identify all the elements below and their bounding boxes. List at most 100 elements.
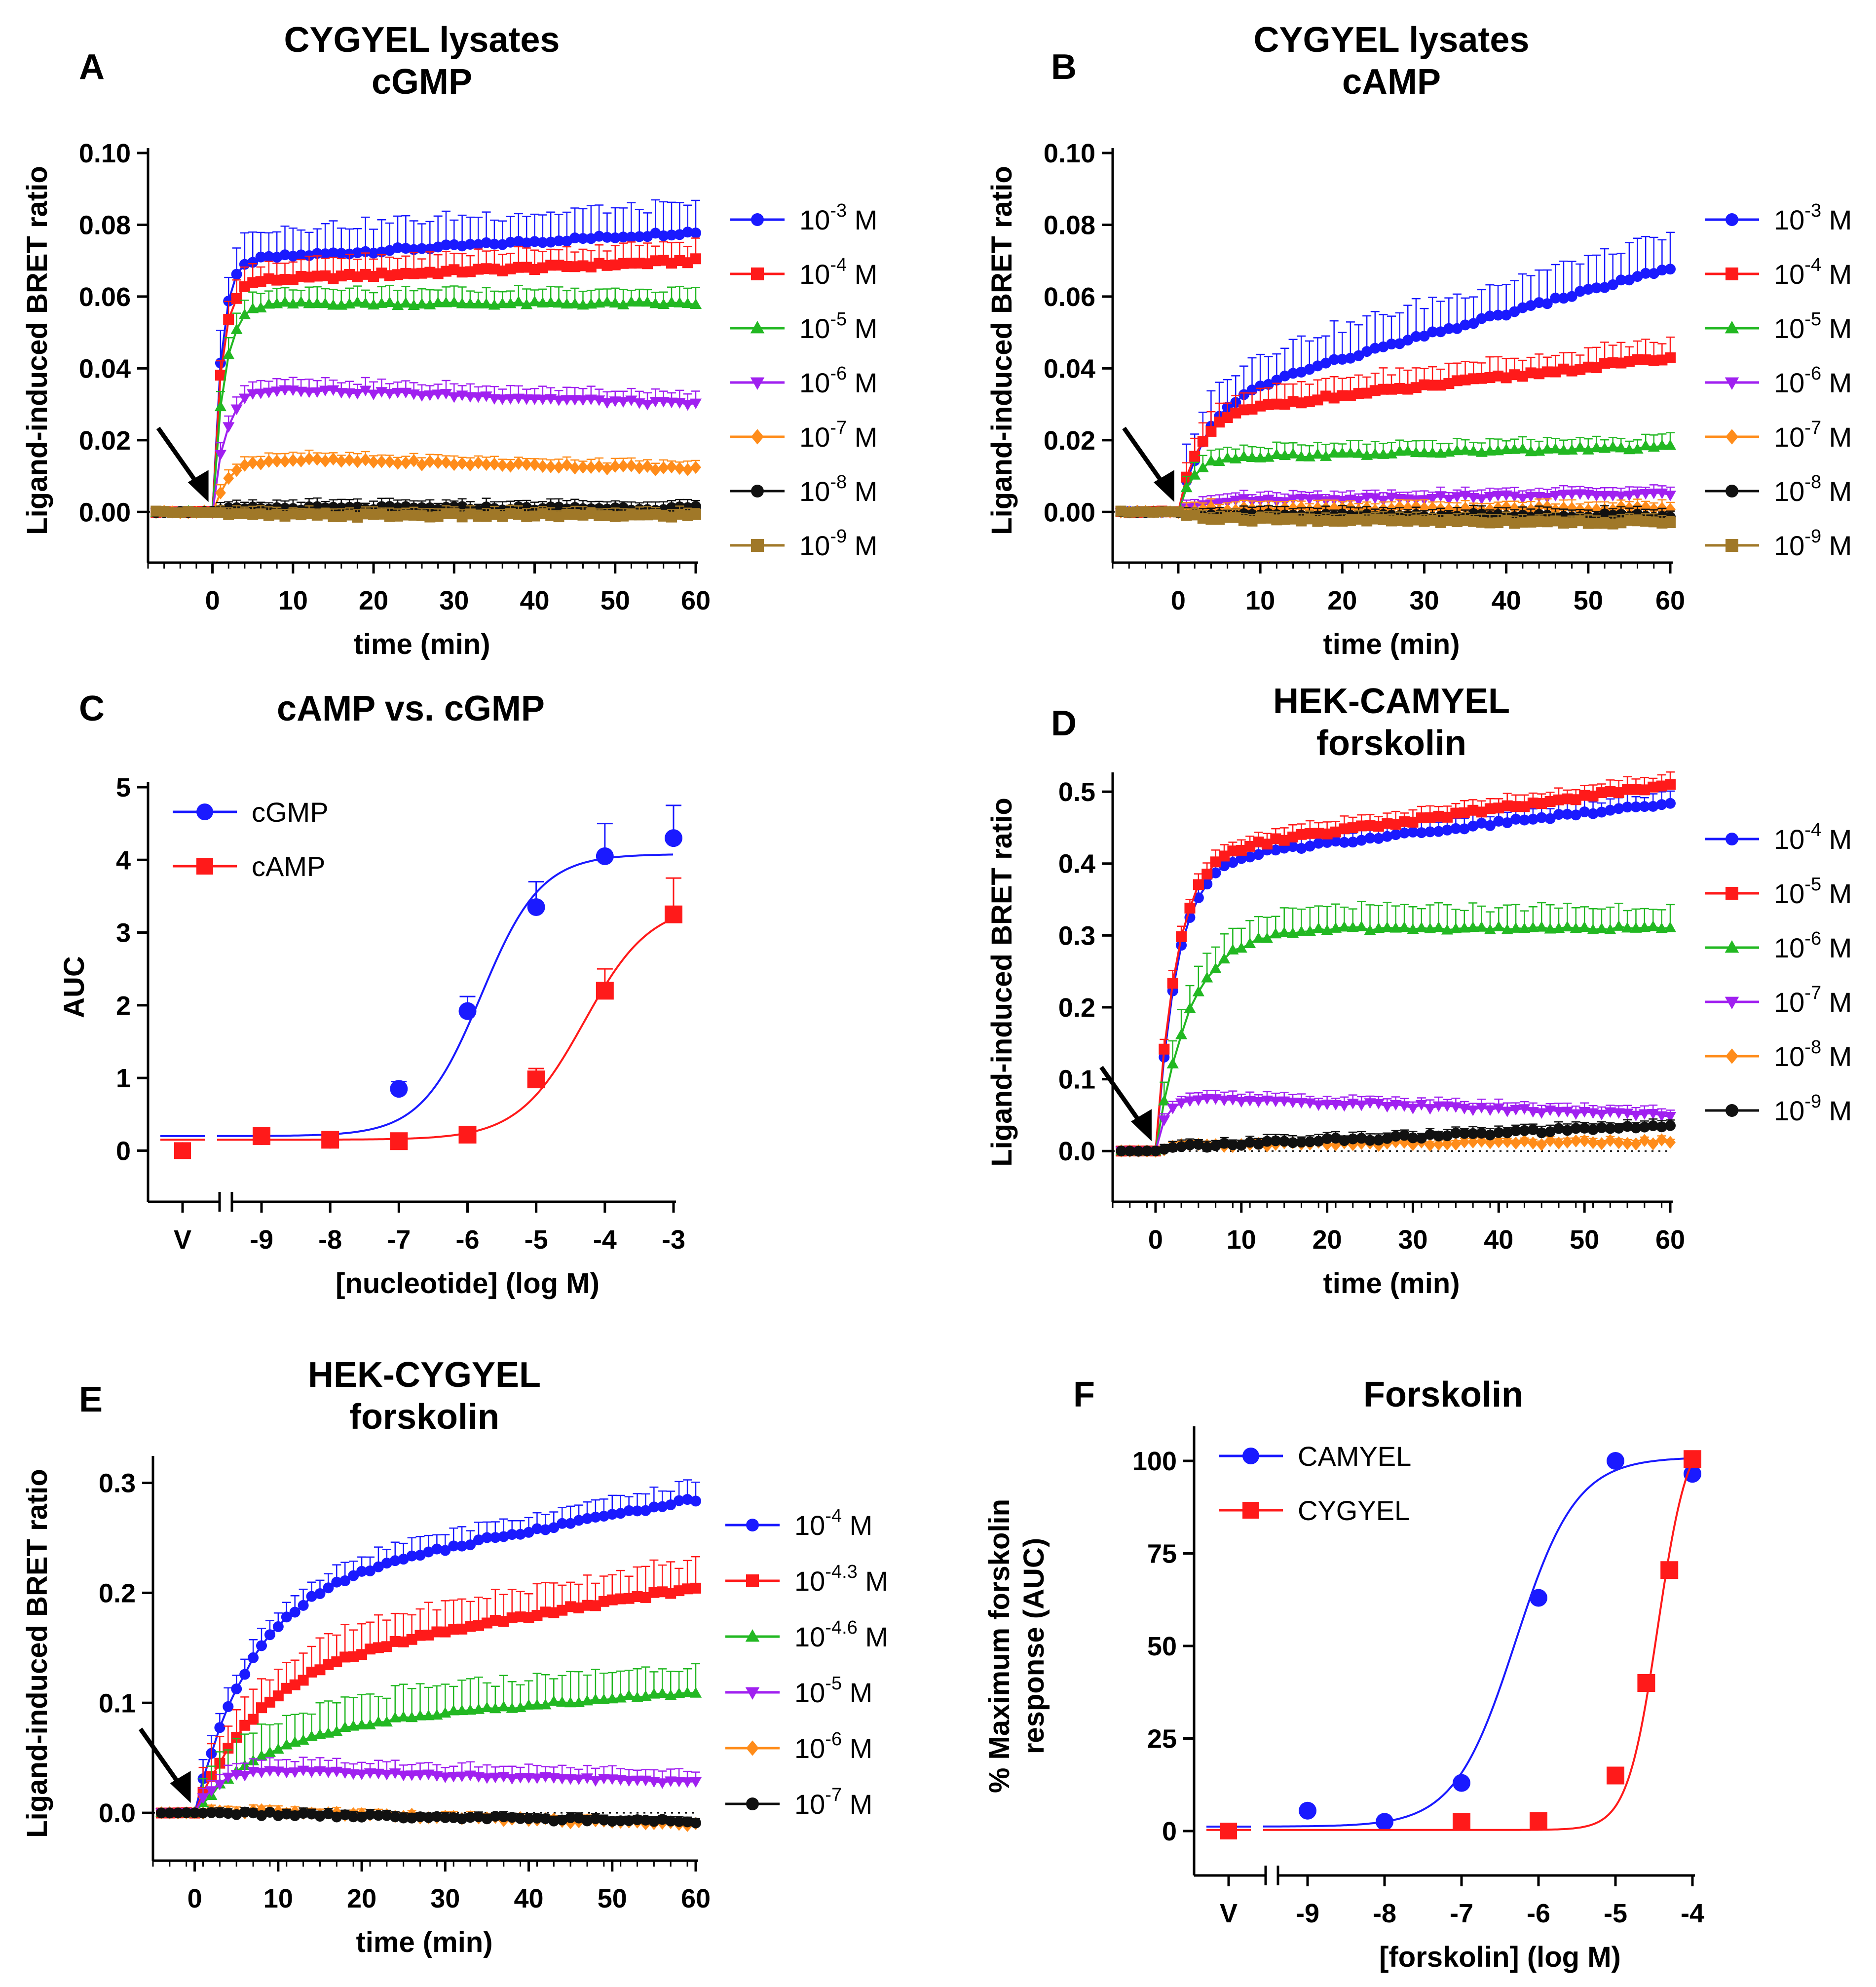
- data-point: [1475, 494, 1488, 505]
- data-point: [320, 248, 331, 260]
- data-point: [1433, 810, 1444, 822]
- y-tick-label: 0.3: [1058, 921, 1095, 951]
- data-point: [1640, 354, 1651, 366]
- data-point: [514, 1773, 526, 1784]
- data-point: [1287, 448, 1299, 459]
- data-point: [1246, 451, 1258, 462]
- data-point: [339, 1721, 351, 1732]
- data-point: [690, 509, 701, 520]
- data-point: [331, 1656, 342, 1668]
- data-point: [1167, 978, 1178, 989]
- x-tick-label: 40: [520, 586, 549, 615]
- data-point: [1184, 1002, 1196, 1013]
- data-point: [231, 1683, 242, 1695]
- data-point: [626, 459, 637, 472]
- data-point: [1304, 1098, 1316, 1109]
- x-tick-label: 0: [1148, 1225, 1163, 1255]
- data-point: [458, 1125, 477, 1144]
- data-point: [448, 1705, 460, 1716]
- data-point: [255, 302, 267, 312]
- data-point: [1450, 1127, 1462, 1139]
- data-point: [272, 1690, 284, 1702]
- data-point: [1553, 1136, 1564, 1150]
- legend-label: cAMP: [252, 851, 325, 882]
- data-point: [1613, 920, 1625, 931]
- data-point: [1221, 452, 1234, 463]
- data-point: [1484, 310, 1496, 322]
- data-point: [657, 397, 670, 408]
- y-tick-label: 0.3: [99, 1469, 136, 1498]
- data-point: [1287, 396, 1299, 407]
- data-point: [456, 1771, 468, 1783]
- data-point: [1419, 501, 1430, 515]
- legend-mantissa: 10: [799, 530, 830, 561]
- series-line: [1121, 925, 1671, 1152]
- data-point: [1382, 831, 1393, 842]
- data-point: [1648, 1137, 1659, 1150]
- data-point: [1328, 516, 1340, 527]
- series-3: [150, 377, 702, 519]
- data-point: [174, 1142, 191, 1159]
- data-point: [537, 459, 548, 473]
- data-point: [1476, 806, 1487, 818]
- data-point: [634, 461, 645, 475]
- data-point: [1656, 1121, 1667, 1133]
- data-point: [690, 460, 701, 474]
- data-point: [1587, 1108, 1599, 1119]
- data-point: [331, 1576, 342, 1588]
- data-point: [1124, 506, 1135, 518]
- data-point: [247, 389, 259, 400]
- data-point: [355, 1719, 368, 1730]
- data-point: [344, 453, 355, 467]
- data-point: [545, 460, 557, 473]
- data-point: [674, 297, 686, 307]
- data-point: [1353, 514, 1364, 525]
- data-point: [512, 393, 525, 405]
- data-point: [648, 1688, 660, 1699]
- data-point: [1623, 515, 1635, 526]
- data-point: [1579, 790, 1590, 801]
- data-point: [531, 1610, 543, 1621]
- legend-unit: M: [1821, 476, 1852, 507]
- data-point: [1484, 923, 1497, 935]
- data-point: [383, 389, 396, 400]
- data-point: [1656, 265, 1668, 276]
- data-point: [1176, 1141, 1187, 1152]
- data-point: [1493, 1127, 1504, 1138]
- data-point: [1467, 921, 1479, 932]
- data-point: [1313, 1136, 1324, 1147]
- data-point: [372, 1768, 385, 1780]
- data-point: [1255, 513, 1266, 524]
- data-point: [1630, 1122, 1642, 1134]
- data-point: [1607, 279, 1618, 290]
- data-point: [464, 458, 476, 472]
- legend-mantissa: 10: [1774, 1095, 1804, 1126]
- data-point: [489, 1772, 501, 1784]
- data-point: [1329, 1100, 1342, 1111]
- data-point: [641, 400, 654, 411]
- data-point: [1566, 517, 1577, 529]
- y-tick-label: 5: [116, 773, 131, 802]
- data-point: [1287, 841, 1299, 852]
- data-point: [1352, 447, 1365, 458]
- data-point: [1509, 369, 1520, 381]
- data-point: [1192, 986, 1204, 996]
- data-point: [497, 459, 508, 472]
- data-point: [271, 455, 283, 468]
- data-point: [1638, 1109, 1651, 1120]
- data-point: [297, 1765, 309, 1777]
- data-point: [689, 398, 702, 410]
- data-point: [247, 257, 259, 268]
- data-point: [336, 455, 347, 468]
- data-point: [1172, 506, 1184, 518]
- data-point: [609, 459, 621, 473]
- data-point: [623, 1689, 635, 1700]
- data-point: [230, 323, 243, 334]
- data-point: [632, 1591, 643, 1603]
- legend-mantissa: 10: [799, 204, 830, 235]
- data-point: [1460, 319, 1471, 331]
- x-tick-label: 60: [1655, 1225, 1685, 1255]
- data-point: [1278, 1096, 1290, 1108]
- data-point: [1263, 399, 1274, 410]
- data-point: [1509, 502, 1520, 515]
